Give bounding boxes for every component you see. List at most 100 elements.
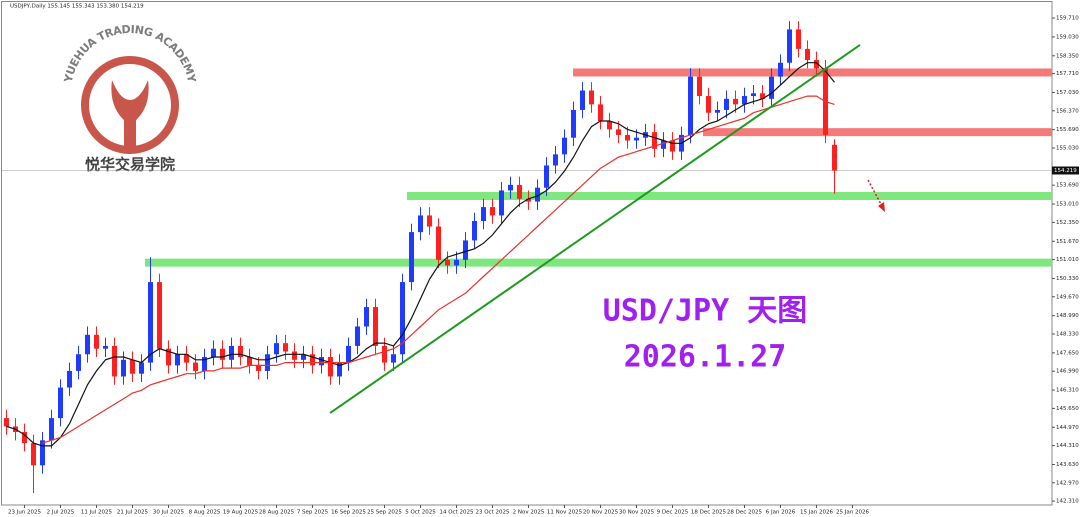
candle-body (112, 345, 117, 377)
candle-body (58, 387, 63, 419)
candle-body (418, 215, 423, 233)
candle-body (94, 334, 99, 349)
candle-body (31, 443, 36, 466)
y-tick-label: 146.310 (1056, 388, 1079, 394)
x-tick-label: 7 Sep 2025 (297, 510, 329, 516)
ma-line (42, 95, 835, 444)
level-zone (703, 128, 1052, 137)
candle-body (67, 370, 72, 388)
candle-body (625, 134, 630, 141)
candle-body (22, 431, 27, 444)
candle-body (589, 90, 594, 105)
y-tick-label: 150.330 (1056, 276, 1079, 282)
candle-body (382, 345, 387, 363)
candle-body (256, 365, 261, 371)
x-tick-label: 20 Nov 2025 (583, 510, 619, 516)
candle-body (535, 187, 540, 202)
candle-body (598, 104, 603, 122)
candle-body (337, 362, 342, 377)
y-tick-label: 157.710 (1056, 71, 1079, 77)
ma-line (6, 62, 835, 447)
y-tick-label: 155.030 (1056, 145, 1079, 151)
logo-mark (111, 80, 149, 125)
x-tick-label: 25 Jan 2026 (836, 510, 869, 516)
logo-bottom: 悦华交易学院 (85, 156, 175, 174)
x-tick-label: 9 Dec 2025 (657, 510, 689, 516)
candle-body (436, 226, 441, 260)
x-tick-label: 11 Jul 2025 (81, 510, 113, 516)
candle-body (769, 76, 774, 99)
candle-body (211, 348, 216, 358)
y-tick-label: 142.970 (1056, 480, 1079, 486)
last-price-box (1052, 166, 1079, 175)
candle-body (517, 184, 522, 199)
candle-body (814, 59, 819, 69)
candle-body (391, 354, 396, 363)
x-tick-label: 28 Aug 2025 (259, 510, 295, 516)
annotation: 2026.1.27 (624, 340, 787, 375)
x-tick-label: 6 Jan 2026 (766, 510, 796, 516)
candle-body (562, 137, 567, 155)
header: USDJPY,Daily 155.145 155.343 153.380 154… (10, 4, 144, 10)
candle-body (472, 220, 477, 241)
y-tick-label: 153.690 (1056, 183, 1079, 189)
candle-body (607, 121, 612, 130)
candle-body (328, 357, 333, 377)
candle-body (274, 343, 279, 355)
candle-body (571, 109, 576, 138)
candle-body (4, 418, 9, 427)
candle-body (139, 362, 144, 374)
candle-body (508, 184, 513, 191)
annotation: USD/JPY 天图 (603, 294, 808, 329)
candle-body (373, 307, 378, 346)
candle-body (553, 154, 558, 166)
x-tick-label: 25 Sep 2025 (367, 510, 402, 516)
candle-body (688, 76, 693, 135)
y-tick-label: 147.650 (1056, 350, 1079, 356)
y-tick-label: 151.010 (1056, 257, 1079, 263)
y-tick-label: 155.690 (1056, 127, 1079, 133)
y-tick-label: 159.710 (1056, 16, 1079, 22)
candle-body (544, 165, 549, 188)
x-tick-label: 8 Aug 2025 (189, 510, 221, 516)
candle-body (409, 232, 414, 283)
candle-body (805, 48, 810, 60)
candle-body (616, 129, 621, 135)
candle-body (310, 354, 315, 366)
x-tick-label: 18 Dec 2025 (691, 510, 727, 516)
y-tick-label: 151.670 (1056, 239, 1079, 245)
candle-body (706, 96, 711, 113)
x-tick-label: 5 Oct 2025 (405, 510, 436, 516)
y-tick-label: 148.330 (1056, 331, 1079, 337)
candle-body (346, 345, 351, 363)
candle-body (400, 282, 405, 355)
candle-body (283, 343, 288, 352)
candle-body (742, 96, 747, 105)
x-tick-label: 16 Sep 2025 (331, 510, 366, 516)
level-zone (145, 258, 1052, 267)
last-price-label: 154.219 (1054, 168, 1077, 174)
trendline (329, 44, 861, 414)
candle-body (751, 93, 756, 97)
x-tick-label: 19 Aug 2025 (223, 510, 259, 516)
candle-body (76, 354, 81, 371)
x-tick-label: 28 Dec 2025 (727, 510, 763, 516)
candle-body (202, 357, 207, 371)
logo-stem (124, 118, 136, 146)
x-tick-label: 14 Oct 2025 (439, 510, 474, 516)
candle-body (499, 190, 504, 216)
x-tick-label: 2 Jul 2025 (47, 510, 75, 516)
candle-body (49, 418, 54, 441)
arrow (867, 179, 883, 207)
y-tick-label: 144.970 (1056, 425, 1079, 431)
candle-body (778, 62, 783, 77)
candle-body (292, 351, 297, 360)
y-tick-label: 142.310 (1056, 499, 1079, 505)
x-tick-label: 30 Nov 2025 (619, 510, 655, 516)
candle-body (796, 29, 801, 49)
y-tick-label: 146.990 (1056, 369, 1079, 375)
x-tick-label: 23 Jun 2025 (8, 510, 42, 516)
y-tick-label: 148.990 (1056, 313, 1079, 319)
x-tick-label: 11 Nov 2025 (547, 510, 583, 516)
